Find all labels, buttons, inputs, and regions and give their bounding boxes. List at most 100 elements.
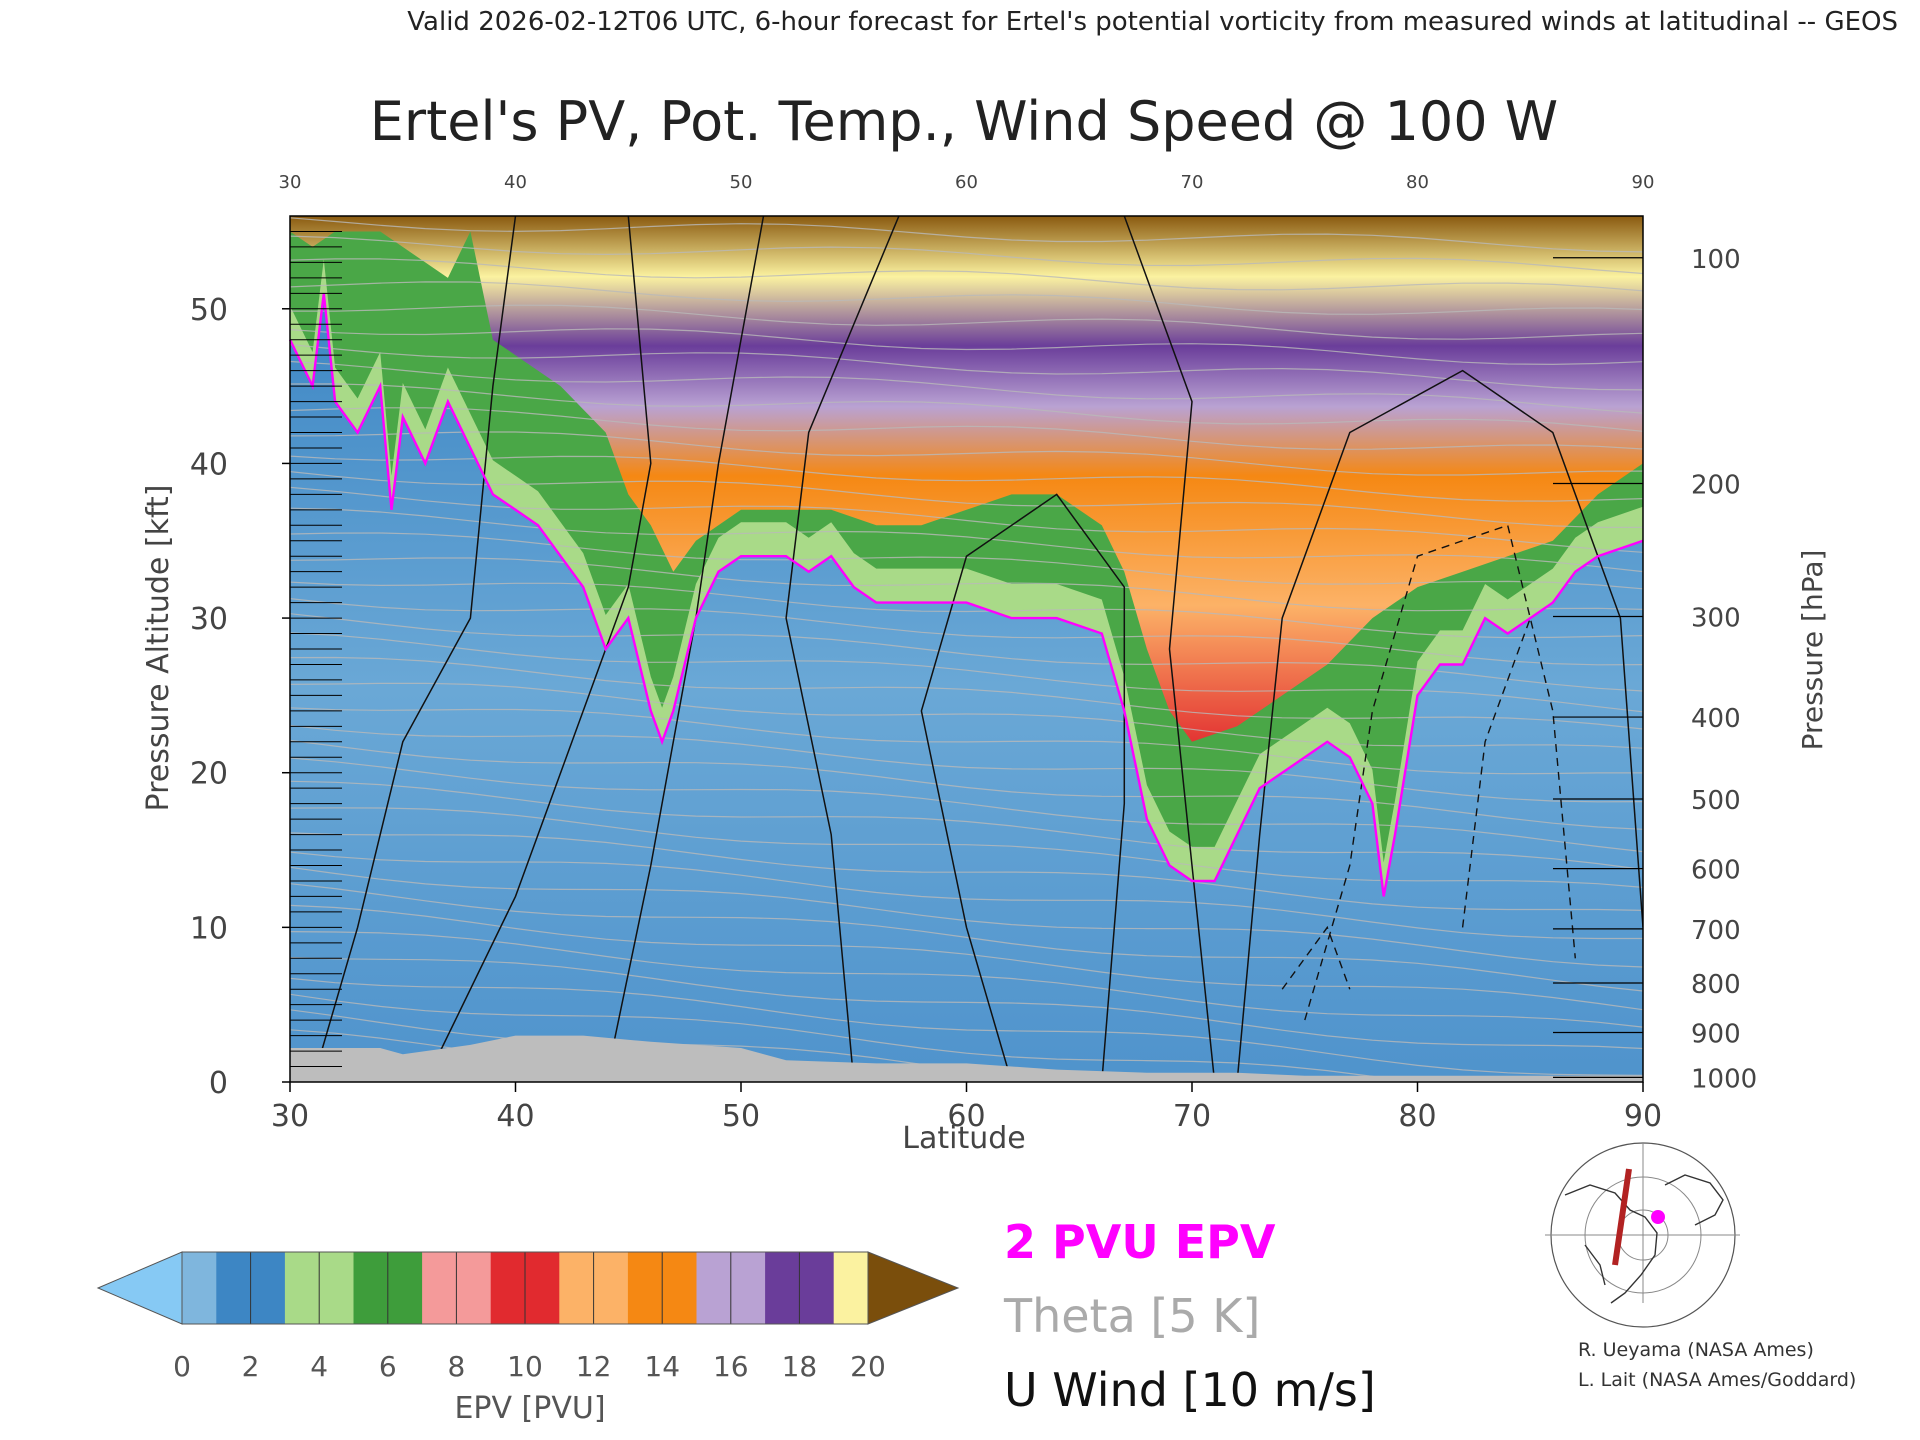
pressure-tick-label: 1000 — [1691, 1064, 1757, 1094]
y-tick-label: 0 — [209, 1066, 228, 1101]
troposphere-field — [290, 293, 1643, 1082]
legend-theta: Theta [5 K] — [1003, 1289, 1260, 1343]
credit-line-2: L. Lait (NASA Ames/Goddard) — [1578, 1369, 1856, 1391]
colorbar-segment — [284, 1252, 320, 1324]
u-wind-negative-contour — [1281, 925, 1351, 990]
colorbar-tick-label: 16 — [713, 1350, 749, 1383]
theta-contour — [290, 258, 1643, 292]
theta-contour — [290, 739, 1643, 830]
colorbar-segment — [387, 1252, 423, 1324]
theta-contour — [290, 780, 1643, 870]
y-tick-label: 30 — [190, 602, 228, 637]
colorbar-segment — [730, 1252, 766, 1324]
x-axis-label: Latitude — [902, 1121, 1025, 1156]
colorbar-under-arrow — [96, 1251, 183, 1325]
pressure-tick-label: 200 — [1691, 471, 1741, 501]
pressure-tick-label: 400 — [1691, 704, 1741, 734]
pressure-tick-label: 500 — [1691, 786, 1741, 816]
theta-contour — [290, 724, 1643, 803]
colorbar-tick-label: 0 — [173, 1350, 191, 1383]
pressure-tick-label: 900 — [1691, 1020, 1741, 1050]
colorbar-segment — [353, 1252, 389, 1324]
colorbar-tick-label: 18 — [782, 1350, 818, 1383]
colorbar-segment — [593, 1252, 629, 1324]
x-tick-label-top: 50 — [730, 172, 753, 193]
u-wind-negative-contour — [1461, 617, 1531, 928]
x-tick-label-top: 60 — [955, 172, 978, 193]
u-wind-contour — [785, 216, 900, 1082]
colorbar-label: EPV [PVU] — [454, 1391, 605, 1426]
colorbar-tick-label: 14 — [644, 1350, 680, 1383]
y-tick-label: 40 — [190, 447, 228, 482]
theta-contour — [290, 904, 1643, 1011]
colorbar-tick-label: 10 — [507, 1350, 543, 1383]
theta-contour — [290, 235, 1643, 275]
theta-contour — [290, 217, 1643, 253]
colorbar-over-arrow — [867, 1251, 960, 1325]
pressure-tick-label: 700 — [1691, 916, 1741, 946]
colorbar-segment — [250, 1252, 286, 1324]
u-wind-contour — [1236, 369, 1643, 1082]
legend-epv: 2 PVU EPV — [1004, 1215, 1276, 1269]
theta-contour — [290, 993, 1415, 1082]
theta-contour — [290, 656, 1643, 730]
plot-overlay — [288, 293, 1644, 1082]
theta-contour — [290, 707, 1643, 775]
colorbar: 0 2 4 6 8 10 12 14 16 18 20 — [96, 1251, 960, 1383]
theta-contour — [290, 866, 1643, 968]
x-tick-label-top: 30 — [279, 172, 302, 193]
colorbar-tick-label: 2 — [242, 1350, 260, 1383]
colorbar-tick-label: 20 — [850, 1350, 886, 1383]
colorbar-segment — [216, 1252, 252, 1324]
theta-contour — [290, 832, 1643, 911]
theta-contour — [290, 455, 1643, 502]
terrain — [290, 1035, 1643, 1082]
theta-contour — [290, 328, 1643, 366]
theta-contour — [290, 581, 1643, 639]
pressure-tick-label: 300 — [1691, 604, 1741, 634]
u-wind-contour — [1123, 216, 1216, 1082]
y-tick-label: 10 — [190, 911, 228, 946]
theta-contour — [290, 486, 1643, 553]
theta-contour — [290, 632, 1643, 713]
colorbar-tick-label: 8 — [447, 1350, 465, 1383]
x-tick-label: 40 — [496, 1099, 534, 1134]
colorbar-segment — [627, 1252, 663, 1324]
y-tick-label: 50 — [190, 293, 228, 328]
theta-contour — [290, 851, 1643, 940]
location-marker — [1651, 1210, 1665, 1224]
theta-contour — [290, 471, 1643, 528]
locator-map — [1545, 1142, 1740, 1328]
colorbar-segment — [559, 1252, 595, 1324]
colorbar-segment — [182, 1252, 217, 1324]
axes: 3030404050506060707080809090010203040501… — [190, 172, 1757, 1134]
colorbar-tick-label: 12 — [576, 1350, 612, 1383]
theta-contour — [290, 431, 1643, 476]
theta-contour — [290, 407, 1643, 450]
pressure-tick-label: 800 — [1691, 970, 1741, 1000]
y-axis-label-right: Pressure [hPa] — [1796, 550, 1829, 751]
theta-contour — [290, 507, 1643, 573]
theta-contour — [290, 598, 1643, 666]
colorbar-segment — [696, 1252, 732, 1324]
chart-title: Ertel's PV, Pot. Temp., Wind Speed @ 100… — [370, 90, 1558, 153]
theta-contour — [290, 383, 1643, 432]
colorbar-segment — [525, 1252, 560, 1324]
theta-contour — [290, 557, 1643, 612]
theta-contour — [290, 757, 1643, 853]
x-tick-label: 90 — [1624, 1099, 1662, 1134]
cross-section-track — [1612, 1168, 1632, 1266]
theta-contour — [290, 304, 1643, 340]
theta-contour — [290, 344, 1643, 391]
colorbar-tick-label: 4 — [310, 1350, 328, 1383]
credit-line-1: R. Ueyama (NASA Ames) — [1578, 1339, 1814, 1361]
u-wind-negative-contour — [1304, 524, 1576, 1021]
x-tick-label-top: 90 — [1632, 172, 1655, 193]
colorbar-segment — [833, 1252, 869, 1324]
epv-2pvu-contour — [288, 293, 1644, 897]
pressure-tick-label: 100 — [1691, 245, 1741, 275]
theta-contour — [290, 883, 1643, 992]
colorbar-segment — [456, 1252, 492, 1324]
colorbar-tick-label: 6 — [379, 1350, 397, 1383]
